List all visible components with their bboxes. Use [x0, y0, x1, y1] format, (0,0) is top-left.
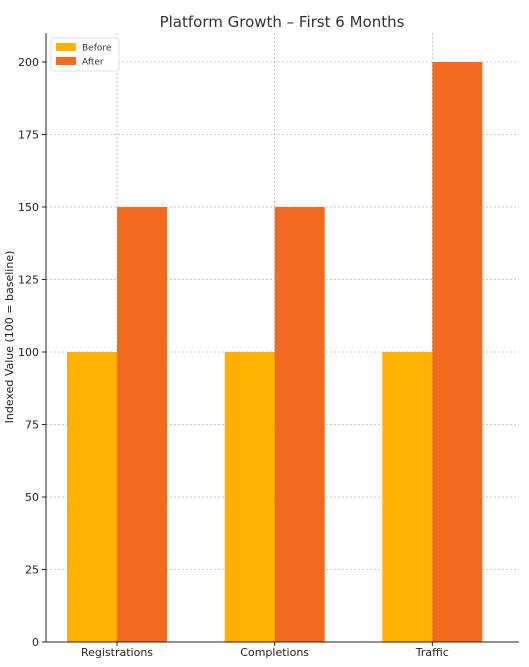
legend-swatch-before	[56, 43, 76, 51]
bar-after	[274, 207, 325, 642]
legend: Before After	[50, 37, 120, 72]
legend-label-before: Before	[82, 44, 112, 54]
legend-label-after: After	[82, 58, 104, 68]
bar-after	[117, 207, 167, 642]
x-tick-label: Registrations	[81, 646, 153, 659]
bars	[67, 62, 483, 642]
y-tick-label: 150	[18, 201, 39, 214]
legend-swatch-after	[56, 57, 76, 65]
y-tick-label: 25	[25, 564, 39, 577]
y-tick-label: 75	[25, 419, 39, 432]
x-tick-label: Traffic	[415, 646, 449, 659]
chart-title: Platform Growth – First 6 Months	[160, 13, 405, 31]
axes	[42, 33, 519, 646]
bar-before	[224, 352, 275, 642]
y-tick-label: 50	[25, 491, 39, 504]
y-tick-label: 0	[32, 636, 39, 649]
y-tick-label: 200	[18, 56, 39, 69]
tick-labels: 0 25 50 75 100 125 150 175 200 Registrations Compl…	[18, 56, 449, 659]
bar-before	[382, 352, 433, 642]
y-tick-label: 100	[18, 346, 39, 359]
x-tick-label: Completions	[240, 646, 309, 659]
bar-before	[67, 352, 117, 642]
y-axis-label: Indexed Value (100 = baseline)	[3, 251, 16, 424]
y-tick-label: 175	[18, 129, 39, 142]
y-tick-label: 125	[18, 274, 39, 287]
bar-after	[432, 62, 483, 642]
